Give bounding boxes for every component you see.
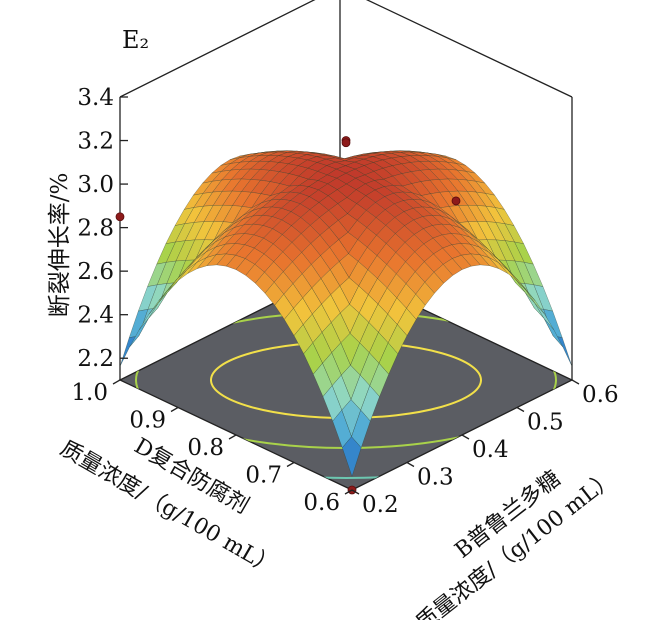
x-tick-label: 0.2 [362,492,399,518]
design-points [115,136,461,495]
x-tick-mark [406,461,415,468]
x-tick-label: 0.3 [417,465,454,491]
x-tick-mark [571,379,580,385]
y-tick-label: 0.8 [187,435,224,461]
z-tick-label: 3.2 [77,129,114,155]
design-point-2 [341,138,351,148]
surface-cell [342,436,362,477]
x-tick-label: 0.5 [527,410,564,436]
y-tick-label: 0.7 [245,463,282,489]
y-tick-mark [170,406,179,413]
y-tick-label: 0.6 [303,490,340,516]
z-tick-label: 2.8 [77,216,114,242]
z-tick-label: 2.6 [77,259,114,285]
y-tick-label: 1.0 [71,380,108,406]
response-surface [119,150,573,477]
frame-top-left-edge [119,0,316,98]
y-tick-mark [228,434,237,440]
design-point-4 [451,196,461,206]
x-tick-label: 0.6 [582,382,619,408]
y-tick-mark [286,461,295,468]
x-tick-mark [516,406,525,413]
z-tick-label: 3.4 [77,85,114,111]
x-tick-mark [461,434,470,440]
z-axis-label: 断裂伸长率/% [47,173,73,318]
z-tick-label: 3.0 [77,172,114,198]
panel-label: E₂ [122,26,149,54]
y-tick-label: 0.9 [129,408,166,434]
axis-ticks: 2.2 2.4 2.6 2.8 3.0 3.2 3.4 0.6 0.7 0.8 0.9 1.0 0.2 0… [71,85,618,518]
z-tick-label: 2.2 [77,346,114,372]
y-tick-mark [344,489,353,495]
x-tick-mark [351,489,360,495]
surface-cell [552,335,573,367]
x-tick-label: 0.4 [472,437,509,463]
y-tick-mark [112,379,121,385]
z-tick-label: 2.4 [77,303,114,329]
frame-top-right-edge [365,0,573,98]
surface-cell [119,335,140,367]
design-point-3 [115,212,125,222]
